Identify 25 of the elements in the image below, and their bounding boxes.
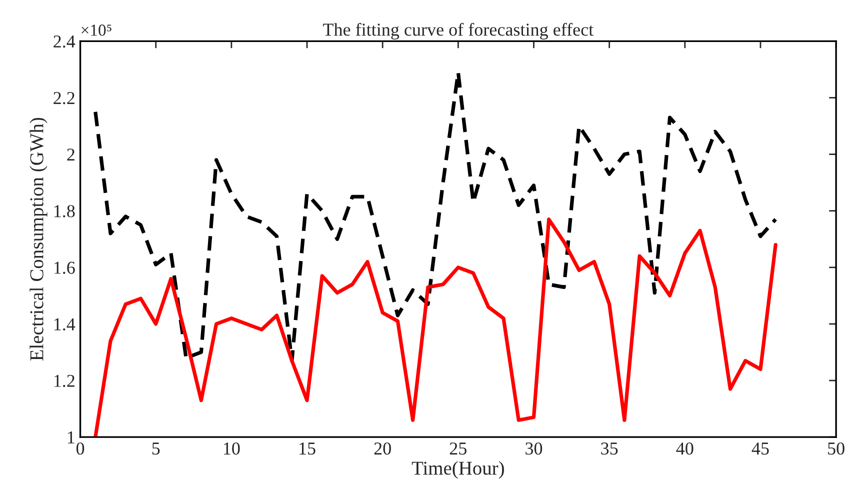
x-tick-label: 20	[374, 442, 391, 455]
x-tick-label: 40	[676, 442, 694, 455]
x-tick-label: 0	[76, 442, 84, 455]
y-tick-label: 2	[67, 148, 74, 161]
x-axis-title: Time(Hour)	[412, 461, 504, 479]
y-tick-label: 1.4	[54, 318, 76, 330]
chart-title: The fitting curve of forecasting effect	[323, 22, 594, 40]
text: ×10⁵	[82, 24, 112, 36]
y-tick-label: 2.4	[54, 35, 76, 48]
y-tick-label: 1.6	[54, 262, 75, 274]
x-tick-label: 25	[450, 442, 466, 455]
y-tick-label: 1	[68, 431, 74, 444]
line-series	[94, 70, 778, 363]
line-series	[94, 218, 778, 438]
x-tick-label: 30	[526, 442, 542, 455]
y-tick-label: 1.2	[54, 374, 74, 388]
y-tick-label: 1.8	[54, 205, 75, 218]
x-tick-label: 10	[224, 442, 240, 455]
x-tick-label: 45	[752, 442, 769, 455]
y-tick-label: 2.2	[54, 92, 74, 104]
y-axis-title: Electrical Consumption (GWh)	[30, 118, 48, 361]
x-tick-label: 35	[601, 442, 618, 455]
x-tick-label: 5	[152, 442, 160, 455]
x-tick-label: 50	[828, 442, 844, 455]
x-tick-label: 15	[300, 442, 316, 455]
